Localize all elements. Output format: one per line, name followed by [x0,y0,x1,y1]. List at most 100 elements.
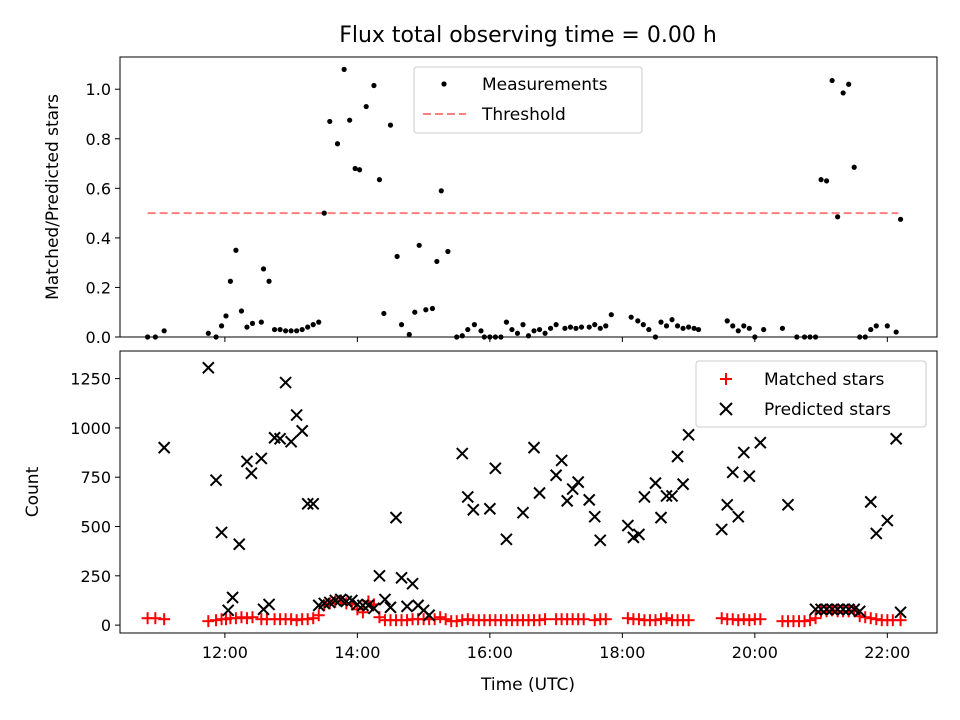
measurement-point [406,331,412,338]
measurement-point [266,278,272,284]
measurement-point [542,330,548,336]
measurement-point [691,325,697,331]
ratio-ticks: 0.0 0.2 0.4 0.6 0.8 1.0 [86,80,888,347]
predicted-star-marker [273,432,287,445]
measurement-point [597,325,603,331]
predicted-star-marker [221,604,235,617]
count-legend-box [695,360,927,428]
predicted-star-marker [632,528,646,541]
measurement-point [363,103,369,110]
predicted-star-marker [489,462,502,475]
predicted-star-marker [400,600,414,613]
x-tick-label: 22:00 [864,643,910,662]
predicted-star-marker [676,477,690,491]
legend-measurements-label: Measurements [482,75,608,95]
measurement-point [503,319,510,325]
measurement-point [547,325,554,331]
measurement-point [258,319,264,325]
measurement-point [761,326,767,333]
count-panel-frame [119,350,938,634]
matched-star-marker [439,613,452,626]
measurement-point [434,258,440,265]
predicted-star-marker [825,603,839,616]
x-tick-label: 14:00 [334,643,380,662]
predicted-star-marker [295,424,309,438]
measurement-point [525,333,532,339]
measurement-point [218,323,225,329]
ratio-panel: 0.0 0.2 0.4 0.6 0.8 1.0 Matched/Predicted sta… [43,56,938,347]
predicted-star-marker [732,510,745,523]
ratio-legend: Measurements Threshold [413,66,643,134]
measurement-point [327,118,333,125]
predicted-star-marker [649,476,662,490]
measurement-point [244,324,250,330]
measurement-point [884,323,890,329]
count-ticks: 12:00 14:00 16:00 18:00 20:00 22:00 0 250 500 750… [70,370,910,662]
x-tick-label: 12:00 [202,643,248,662]
predicted-star-marker [290,408,303,422]
predicted-star-marker [842,603,855,616]
predicted-star-marker [571,475,585,489]
predicted-star-marker [831,603,844,616]
predicted-star-marker [279,376,292,389]
measurement-points [145,66,904,340]
measurement-point [356,167,363,173]
measurement-point [387,122,394,128]
ratio-y-tick-label: 0.8 [86,130,111,149]
legend-matched-marker [720,373,732,385]
measurement-point [536,326,543,333]
measurement-point [305,324,311,330]
measurement-point [674,323,681,329]
measurement-point [514,330,521,336]
measurement-point [478,328,484,334]
matched-star-marker [539,613,552,626]
predicted-star-marker [367,602,381,615]
predicted-star-markers [157,361,907,622]
measurement-point [459,333,465,339]
legend-threshold-label: Threshold [481,105,566,125]
measurement-point [573,325,579,331]
predicted-star-marker [226,591,239,604]
measurement-point [724,318,730,324]
ratio-y-tick-label: 1.0 [86,80,111,99]
measurement-point [562,325,568,331]
measurement-point [288,328,294,334]
predicted-star-marker [594,534,607,547]
predicted-star-marker [820,603,833,616]
count-y-tick-label: 250 [80,567,111,586]
measurement-point [321,210,327,216]
measurement-point [334,141,341,147]
measurement-point [735,328,741,334]
x-tick-label: 16:00 [467,643,513,662]
predicted-star-marker [467,503,480,516]
matched-star-marker [312,609,325,622]
measurement-point [445,248,451,255]
predicted-star-marker [533,486,546,500]
measurement-point [260,266,267,272]
measurement-point [394,253,400,260]
measurement-point [779,325,786,331]
predicted-star-marker [202,361,215,374]
predicted-star-marker [621,519,635,532]
measurement-point [835,214,841,220]
matched-star-marker [682,614,695,627]
predicted-star-marker [406,577,419,590]
predicted-star-marker [671,450,684,463]
matched-star-marker [318,599,331,612]
measurement-point [438,188,444,194]
predicted-star-marker [233,538,246,551]
measurement-point [608,312,614,318]
ratio-y-tick-label: 0.4 [86,229,111,248]
count-y-tick-label: 0 [101,616,111,635]
measurement-point [823,178,830,184]
legend-matched-label: Matched stars [764,370,884,390]
measurement-point [592,322,598,328]
ratio-y-tick-label: 0.2 [86,278,111,297]
ratio-legend-box [413,66,643,134]
measurement-point [398,322,405,328]
measurement-point [553,322,559,328]
predicted-star-marker [894,606,907,619]
predicted-star-marker [384,601,397,614]
predicted-star-marker [781,498,795,512]
